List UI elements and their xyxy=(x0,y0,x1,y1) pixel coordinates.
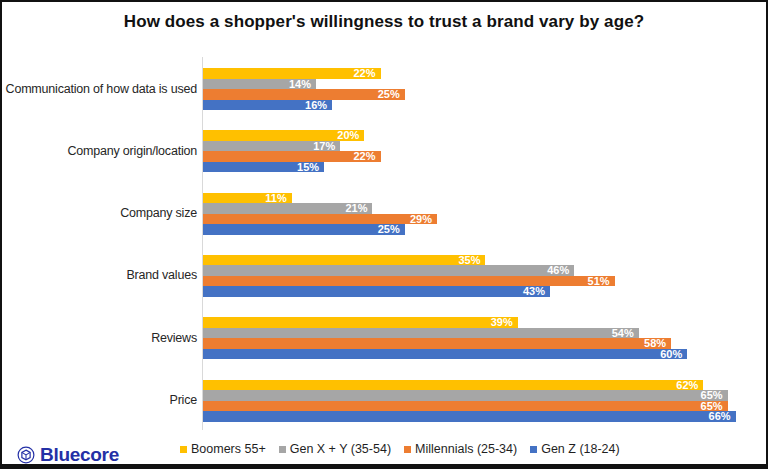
bar-value-label: 35% xyxy=(458,255,480,266)
bluecore-logo: Bluecore xyxy=(17,444,119,466)
bar: 14% xyxy=(203,79,316,90)
bar: 65% xyxy=(203,401,728,412)
category-label: Brand values xyxy=(2,268,197,283)
category-label: Company size xyxy=(2,206,197,221)
chart-title: How does a shopper's willingness to trus… xyxy=(2,12,766,32)
bar-value-label: 14% xyxy=(289,79,311,90)
bar-value-label: 43% xyxy=(523,286,545,297)
legend-swatch xyxy=(180,446,187,453)
bar-value-label: 25% xyxy=(378,89,400,100)
category-label: Communication of how data is used xyxy=(2,82,197,97)
bar-value-label: 66% xyxy=(709,411,731,422)
bar: 21% xyxy=(203,203,372,214)
bar: 29% xyxy=(203,214,437,225)
bar-value-label: 62% xyxy=(676,380,698,391)
bar: 25% xyxy=(203,224,405,235)
legend-label: Boomers 55+ xyxy=(191,442,266,456)
bar-value-label: 20% xyxy=(337,130,359,141)
category-label: Company origin/location xyxy=(2,144,197,159)
bar-value-label: 21% xyxy=(345,203,367,214)
bar-value-label: 15% xyxy=(297,162,319,173)
legend-label: Gen Z (18-24) xyxy=(541,442,620,456)
bluecore-logo-text: Bluecore xyxy=(40,444,119,466)
bar: 25% xyxy=(203,89,405,100)
chart-page: { "title": "How does a shopper's willing… xyxy=(0,0,768,469)
bar: 15% xyxy=(203,162,324,173)
bar: 58% xyxy=(203,338,671,349)
legend-swatch xyxy=(530,446,537,453)
bar: 22% xyxy=(203,68,381,79)
bar-value-label: 25% xyxy=(378,224,400,235)
bar: 22% xyxy=(203,151,381,162)
bar: 51% xyxy=(203,276,615,287)
bar: 54% xyxy=(203,328,639,339)
bluecore-logo-icon xyxy=(17,446,35,464)
legend-item: Gen Z (18-24) xyxy=(530,442,620,456)
legend-label: Gen X + Y (35-54) xyxy=(290,442,391,456)
bar: 66% xyxy=(203,411,736,422)
legend-item: Boomers 55+ xyxy=(180,442,266,456)
bar-value-label: 29% xyxy=(410,214,432,225)
bar-value-label: 46% xyxy=(547,265,569,276)
bar: 43% xyxy=(203,286,550,297)
legend: Boomers 55+ Gen X + Y (35-54) Millennials … xyxy=(180,442,620,456)
bar: 17% xyxy=(203,141,340,152)
bar: 16% xyxy=(203,100,332,111)
bar-value-label: 22% xyxy=(354,68,376,79)
bar: 39% xyxy=(203,317,518,328)
bar: 35% xyxy=(203,255,485,266)
legend-label: Millennials (25-34) xyxy=(415,442,517,456)
bar: 60% xyxy=(203,349,687,360)
bar-value-label: 17% xyxy=(313,141,335,152)
bar-value-label: 11% xyxy=(265,193,286,204)
category-label: Reviews xyxy=(2,331,197,346)
bar: 65% xyxy=(203,390,728,401)
bar-value-label: 16% xyxy=(305,100,327,111)
bar-value-label: 60% xyxy=(660,349,682,360)
y-axis-line xyxy=(202,57,203,430)
bar-value-label: 22% xyxy=(354,151,376,162)
legend-swatch xyxy=(279,446,286,453)
bar: 11% xyxy=(203,193,292,204)
bar: 62% xyxy=(203,380,703,391)
bar-value-label: 54% xyxy=(612,328,634,339)
legend-item: Millennials (25-34) xyxy=(404,442,517,456)
bar-value-label: 39% xyxy=(491,317,513,328)
bar: 46% xyxy=(203,265,574,276)
legend-item: Gen X + Y (35-54) xyxy=(279,442,391,456)
legend-swatch xyxy=(404,446,411,453)
category-label: Price xyxy=(2,393,197,408)
bar-value-label: 51% xyxy=(588,276,610,287)
bar: 20% xyxy=(203,130,364,141)
